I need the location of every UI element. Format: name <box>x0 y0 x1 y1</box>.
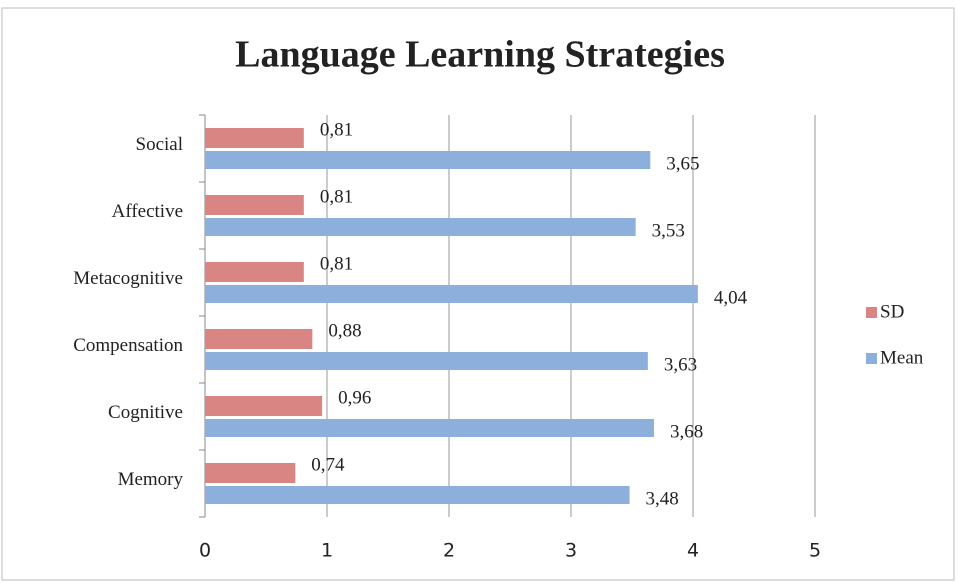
y-tick-label: Memory <box>118 469 184 490</box>
value-label: 3,63 <box>664 354 697 375</box>
bar <box>205 352 648 370</box>
bar <box>205 285 698 303</box>
bar <box>205 195 304 215</box>
legend-swatch <box>866 353 877 364</box>
bar <box>205 128 304 148</box>
value-label: 3,48 <box>646 488 679 509</box>
value-label: 0,81 <box>320 119 353 140</box>
x-tick-label: 3 <box>565 540 577 562</box>
value-label: 0,81 <box>320 253 353 274</box>
value-label: 3,68 <box>670 421 703 442</box>
bar <box>205 151 651 169</box>
value-label: 3,65 <box>666 153 699 174</box>
x-tick-label: 4 <box>687 540 699 562</box>
x-tick-label: 2 <box>443 540 455 562</box>
legend-label: Mean <box>880 347 924 368</box>
value-label: 4,04 <box>714 287 748 308</box>
x-tick-label: 1 <box>321 540 333 562</box>
bar <box>205 486 630 504</box>
y-tick-label: Cognitive <box>108 402 183 423</box>
bar <box>205 218 636 236</box>
bar <box>205 463 296 483</box>
legend-swatch <box>866 307 877 318</box>
y-tick-label: Metacognitive <box>73 268 183 289</box>
value-label: 3,53 <box>652 220 685 241</box>
value-label: 0,96 <box>338 387 371 408</box>
value-label: 0,74 <box>311 454 345 475</box>
bar <box>205 329 313 349</box>
y-tick-label: Social <box>136 134 184 155</box>
value-label: 0,88 <box>328 320 361 341</box>
y-tick-label: Affective <box>112 201 183 222</box>
bar <box>205 262 304 282</box>
value-label: 0,81 <box>320 186 353 207</box>
bar <box>205 419 654 437</box>
y-tick-label: Compensation <box>73 335 183 356</box>
bar <box>205 396 323 416</box>
legend-label: SD <box>880 301 904 322</box>
x-tick-label: 0 <box>199 540 211 562</box>
chart-title: Language Learning Strategies <box>235 34 725 76</box>
x-tick-label: 5 <box>809 540 821 562</box>
